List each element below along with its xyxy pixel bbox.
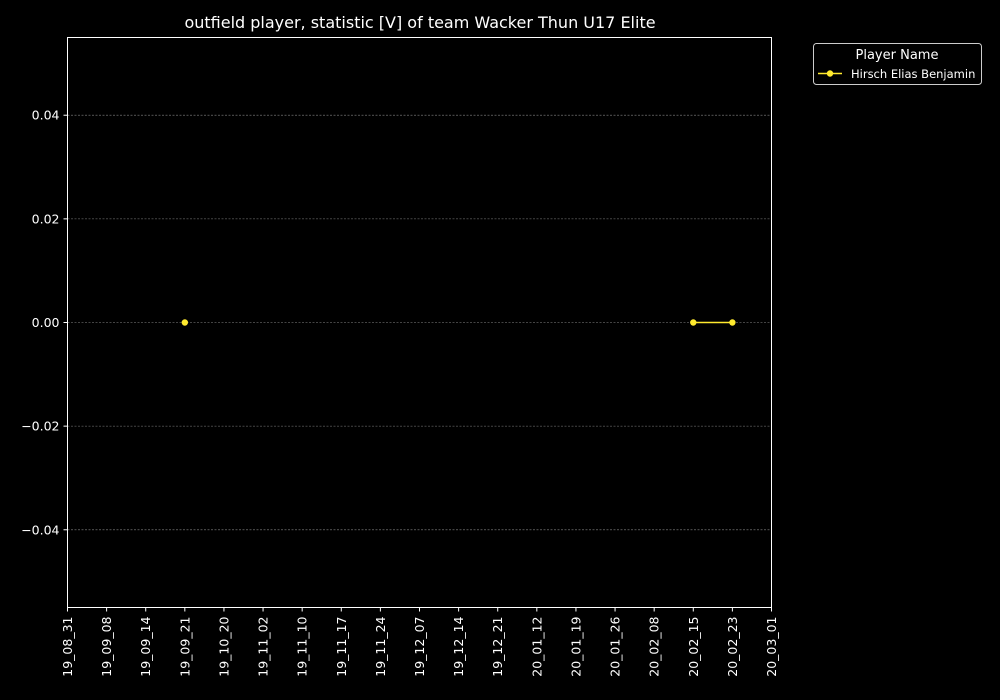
- legend-point-marker: [826, 70, 834, 77]
- x-tick-label: 19_12_07: [412, 617, 427, 677]
- y-tick-label: −0.02: [21, 419, 59, 434]
- series-layer: [181, 319, 736, 326]
- x-tick-label: 19_12_21: [490, 617, 505, 677]
- chart-title: outfield player, statistic [V] of team W…: [184, 13, 655, 32]
- legend-box: [813, 43, 982, 85]
- x-tick-label: 19_11_10: [295, 616, 310, 676]
- x-tick-label: 20_01_12: [529, 617, 544, 677]
- x-tick-label: 19_11_02: [256, 617, 271, 677]
- y-axis: 0.04 0.02 0.00 −0.02 −0.04: [21, 108, 68, 537]
- y-tick-label: 0.04: [32, 108, 60, 123]
- x-tick-label: 20_01_26: [608, 616, 623, 676]
- x-tick-label: 19_09_08: [99, 616, 114, 676]
- legend-title: Player Name: [856, 48, 939, 63]
- y-tick-label: 0.02: [32, 211, 60, 226]
- legend: Player Name Hirsch Elias Benjamin: [813, 43, 982, 85]
- x-tick-label: 19_12_14: [451, 616, 466, 676]
- data-point: [181, 319, 189, 326]
- x-tick-label: 20_02_23: [725, 617, 740, 677]
- y-tick-label: −0.04: [21, 522, 59, 537]
- x-tick-label: 19_09_14: [138, 616, 153, 676]
- x-tick-label: 20_01_19: [568, 616, 583, 676]
- legend-label: Hirsch Elias Benjamin: [851, 67, 975, 81]
- x-tick-label: 19_09_21: [177, 617, 192, 677]
- x-tick-label: 20_03_01: [764, 617, 779, 677]
- x-tick-label: 19_11_24: [373, 616, 388, 676]
- data-point: [690, 319, 697, 326]
- x-tick-label: 19_11_17: [334, 617, 349, 677]
- x-tick-label: 19_08_31: [60, 617, 75, 677]
- x-tick-label: 20_02_15: [686, 617, 701, 677]
- x-tick-label: 20_02_08: [647, 616, 662, 676]
- x-tick-label: 19_10_20: [216, 616, 231, 676]
- data-point: [729, 319, 736, 326]
- x-axis: 19_08_31 19_09_08 19_09_14 19_09_21 19_10_20…: [60, 607, 779, 677]
- y-tick-label: 0.00: [32, 315, 60, 330]
